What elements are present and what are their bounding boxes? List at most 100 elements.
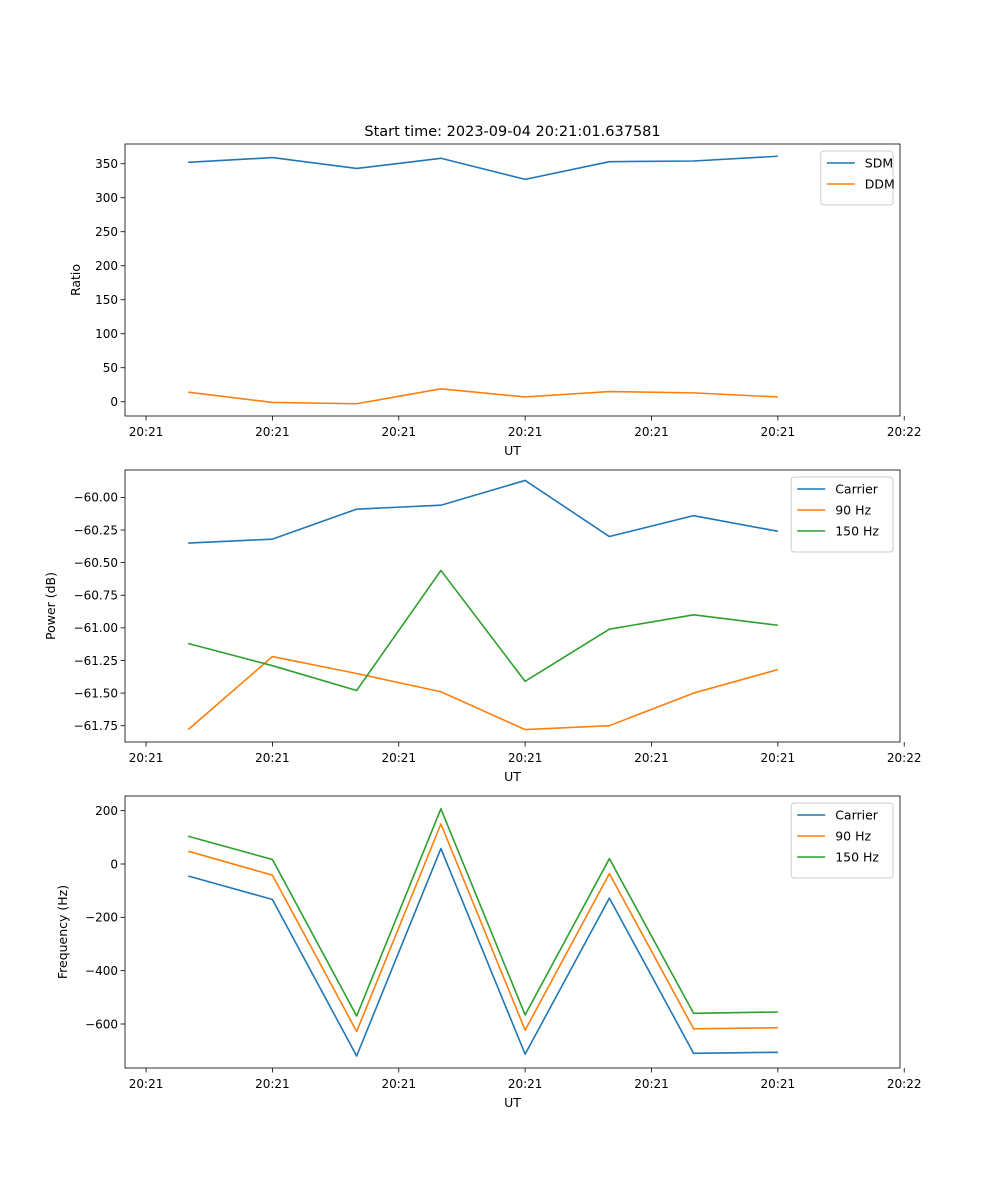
plot-frame <box>124 143 901 417</box>
data-point-ddm <box>270 400 274 404</box>
x-tick-label: 20:22 <box>887 1077 922 1091</box>
y-tick-label: −60.75 <box>74 589 118 603</box>
data-point-150-hz <box>439 568 443 572</box>
data-point-150-hz <box>607 627 611 631</box>
y-tick-label: 300 <box>95 191 118 205</box>
data-point-carrier <box>607 535 611 539</box>
panel-3: 20:21 20:21 20:21 20:21 20:21 20:21 20:22 −600 −… <box>55 795 922 1110</box>
data-point-150-hz <box>692 613 696 617</box>
data-point-carrier <box>439 503 443 507</box>
legend: Carrier 90 Hz 150 Hz <box>790 476 894 553</box>
data-point-carrier <box>692 514 696 518</box>
data-point-carrier <box>355 507 359 511</box>
plot-frame <box>124 795 901 1069</box>
data-point-150-hz <box>776 1010 780 1014</box>
data-point-ddm <box>439 387 443 391</box>
data-point-sdm <box>692 159 696 163</box>
x-tick-label: 20:21 <box>634 425 669 439</box>
x-axis-label: UT <box>504 769 521 784</box>
data-point-90-hz <box>776 668 780 672</box>
y-tick-label: −60.00 <box>74 491 118 505</box>
y-tick-label: 0 <box>110 857 118 871</box>
y-axis-label: Power (dB) <box>43 572 58 640</box>
x-tick-label: 20:21 <box>129 425 164 439</box>
x-tick-label: 20:21 <box>634 751 669 765</box>
x-tick-label: 20:21 <box>761 425 796 439</box>
x-tick-label: 20:21 <box>129 751 164 765</box>
x-tick-label: 20:21 <box>255 1077 290 1091</box>
data-point-carrier <box>776 1050 780 1054</box>
y-axis-label: Ratio <box>68 264 83 296</box>
series-line-90-hz <box>187 655 779 731</box>
data-point-90-hz <box>270 655 274 659</box>
data-point-90-hz <box>186 849 190 853</box>
data-point-sdm <box>186 160 190 164</box>
data-point-carrier <box>692 1051 696 1055</box>
data-point-carrier <box>776 529 780 533</box>
data-point-carrier <box>270 537 274 541</box>
legend-label-150-hz: 150 Hz <box>835 850 879 865</box>
data-point-150-hz <box>607 857 611 861</box>
legend-label-ddm: DDM <box>865 177 895 192</box>
data-point-ddm <box>607 390 611 394</box>
data-point-90-hz <box>439 822 443 826</box>
x-tick-label: 20:21 <box>508 1077 543 1091</box>
plot-frame <box>124 469 901 743</box>
data-point-90-hz <box>692 1027 696 1031</box>
x-tick-label: 20:21 <box>634 1077 669 1091</box>
y-tick-label: −200 <box>85 911 118 925</box>
data-point-90-hz <box>607 724 611 728</box>
data-point-sdm <box>439 156 443 160</box>
data-point-150-hz <box>186 834 190 838</box>
data-point-carrier <box>439 847 443 851</box>
y-tick-label: −60.50 <box>74 556 118 570</box>
series-line-carrier <box>187 847 778 1057</box>
series-line-sdm <box>188 155 778 181</box>
y-axis-label: Frequency (Hz) <box>55 885 70 979</box>
data-point-150-hz <box>355 688 359 692</box>
data-point-carrier <box>607 896 611 900</box>
series-line-90-hz <box>187 823 778 1033</box>
y-tick-label: 100 <box>95 327 118 341</box>
legend-label-150-hz: 150 Hz <box>835 524 879 539</box>
data-point-150-hz <box>270 857 274 861</box>
data-point-ddm <box>355 402 359 406</box>
data-point-sdm <box>270 156 274 160</box>
y-tick-label: −61.25 <box>74 654 118 668</box>
data-point-carrier <box>523 478 527 482</box>
legend-label-carrier: Carrier <box>835 482 879 497</box>
data-point-ddm <box>776 395 780 399</box>
data-point-90-hz <box>607 872 611 876</box>
x-axis-label: UT <box>504 1095 521 1110</box>
y-tick-label: −61.50 <box>74 686 118 700</box>
y-tick-label: 0 <box>110 395 118 409</box>
data-point-carrier <box>186 874 190 878</box>
legend-box <box>820 150 894 206</box>
series-line-ddm <box>188 387 778 405</box>
y-tick-label: −61.75 <box>74 719 118 733</box>
data-point-sdm <box>607 160 611 164</box>
data-point-90-hz <box>776 1026 780 1030</box>
data-point-90-hz <box>355 1029 359 1033</box>
data-point-90-hz <box>439 690 443 694</box>
data-point-150-hz <box>692 1011 696 1015</box>
legend-box <box>790 476 894 553</box>
data-point-ddm <box>186 390 190 394</box>
data-point-150-hz <box>355 1014 359 1018</box>
data-point-90-hz <box>523 728 527 732</box>
panel-2: 20:21 20:21 20:21 20:21 20:21 20:21 20:22 −61.7… <box>43 469 922 784</box>
data-point-90-hz <box>270 873 274 877</box>
series-line-150-hz <box>187 569 778 692</box>
data-point-90-hz <box>355 672 359 676</box>
panel-1: Start time: 2023-09-04 20:21:01.637581 20… <box>68 124 922 458</box>
data-point-90-hz <box>692 691 696 695</box>
x-tick-label: 20:21 <box>129 1077 164 1091</box>
series-line-carrier <box>188 479 778 544</box>
x-tick-label: 20:21 <box>508 425 543 439</box>
data-point-150-hz <box>270 664 274 668</box>
x-tick-label: 20:21 <box>761 751 796 765</box>
x-axis-label: UT <box>504 443 521 458</box>
legend-label-sdm: SDM <box>865 156 893 171</box>
x-tick-label: 20:21 <box>381 425 416 439</box>
